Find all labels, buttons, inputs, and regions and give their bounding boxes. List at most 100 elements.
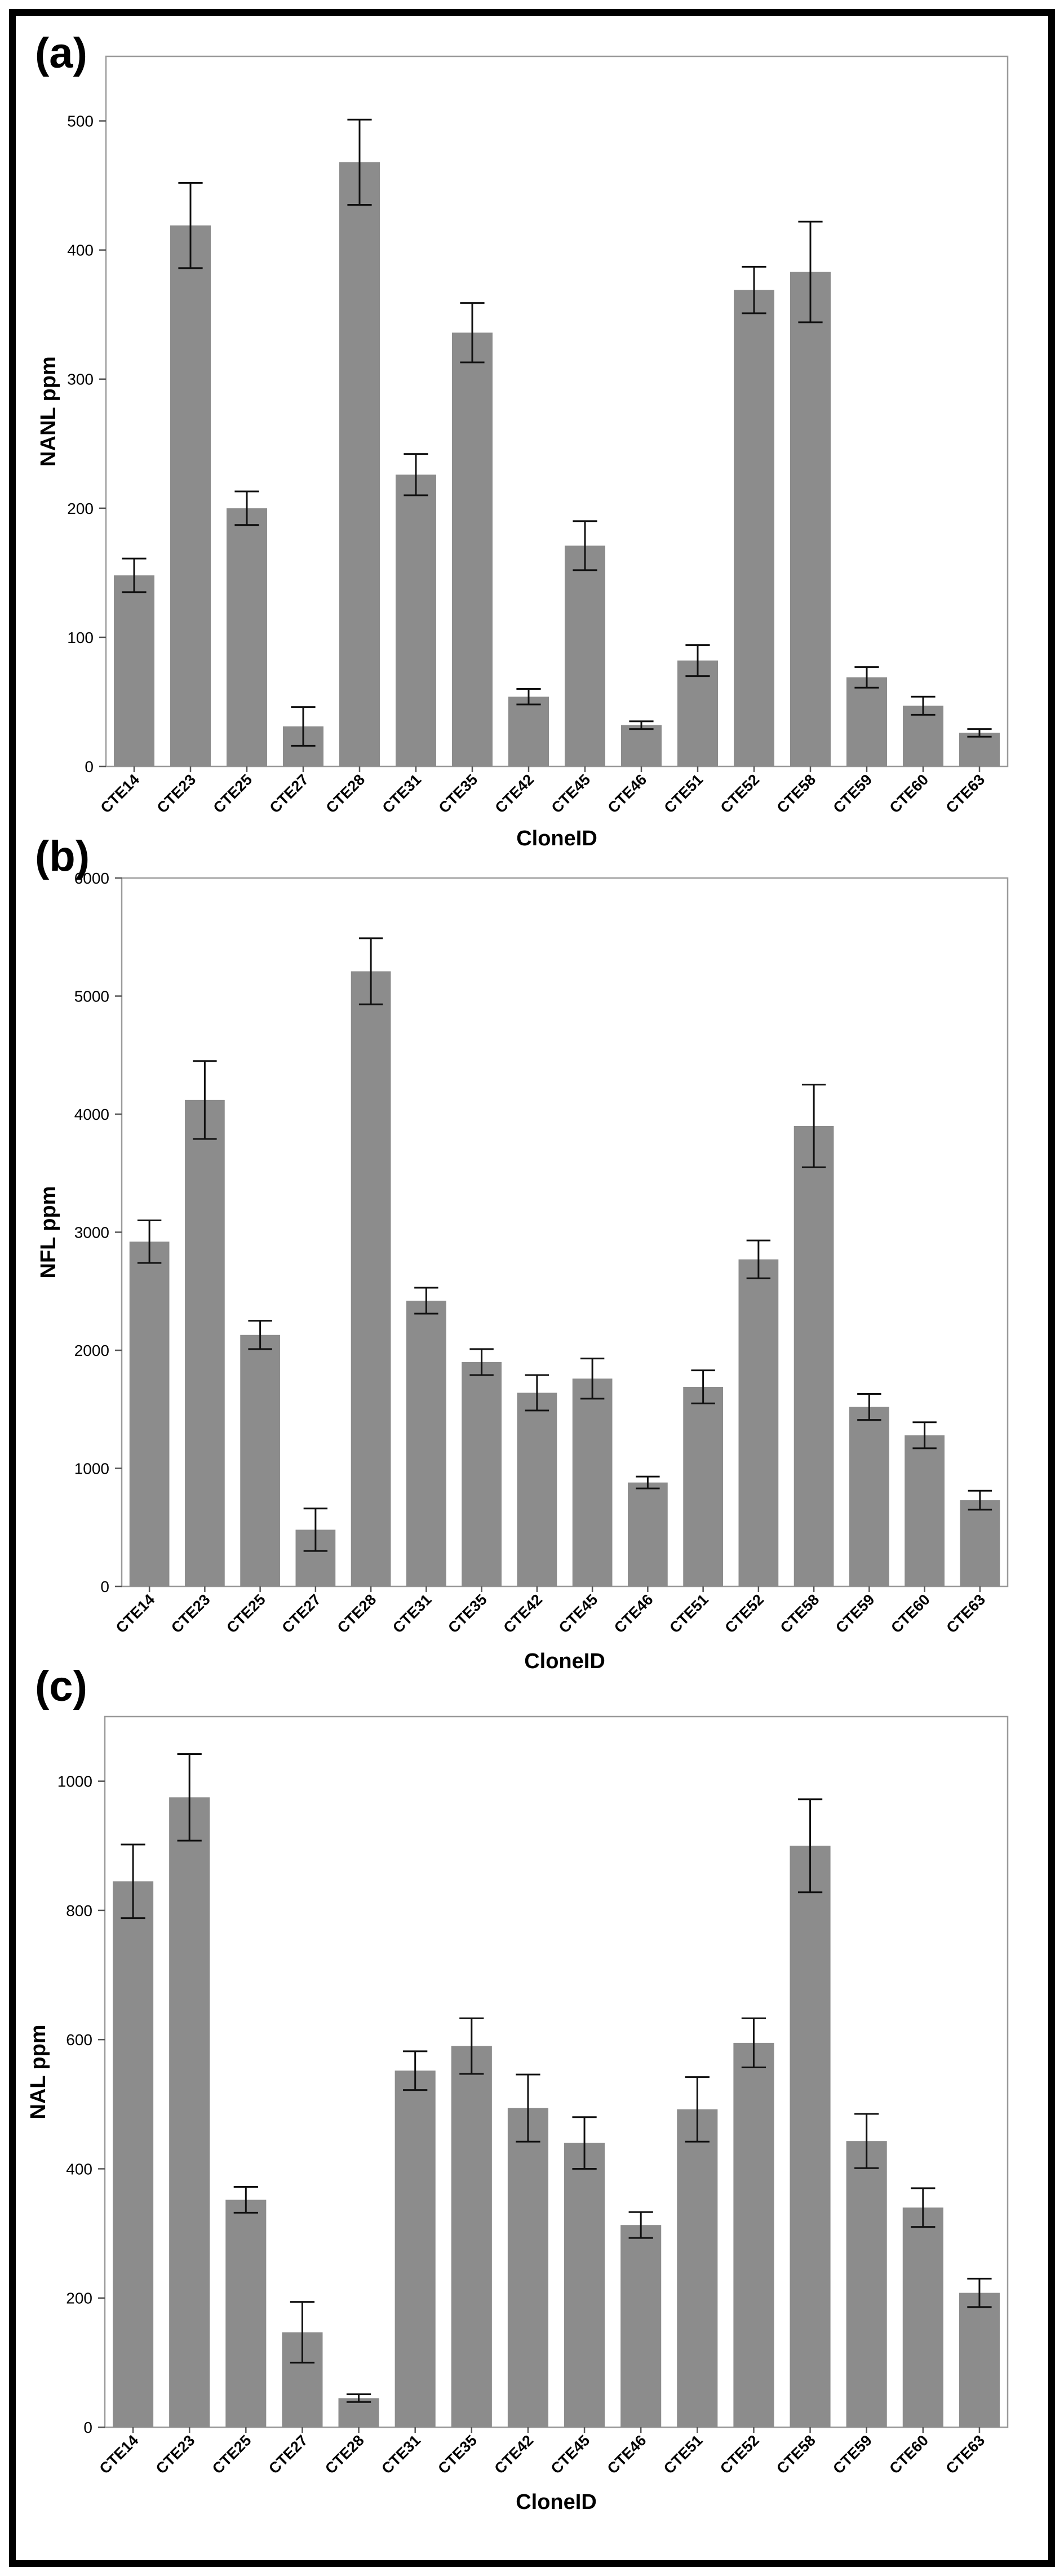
panel-label: (c) — [35, 1662, 87, 1710]
bar-cte52 — [734, 290, 774, 766]
y-axis-label: NFL ppm — [37, 1186, 60, 1279]
y-tick-label: 5000 — [74, 988, 109, 1005]
x-tick-label: CTE25 — [209, 2432, 255, 2477]
x-tick-label: CTE28 — [322, 2432, 367, 2477]
y-tick-label: 200 — [66, 2290, 92, 2307]
bar-cte23 — [170, 225, 211, 766]
bar-cte25 — [225, 2200, 267, 2427]
x-tick-label: CTE23 — [154, 771, 200, 817]
y-tick-label: 400 — [67, 242, 94, 259]
chart-panel-2: (b) 0 1000 2000 3000 4000 5000 6000 NFL ppm CTE14… — [35, 832, 1009, 1673]
panel-label: (b) — [35, 832, 90, 880]
x-tick-label: CTE45 — [548, 771, 594, 817]
x-tick-label: CTE42 — [492, 771, 538, 817]
x-tick-label: CTE31 — [389, 1591, 435, 1637]
y-tick-label: 0 — [100, 1578, 109, 1595]
y-tick-label: 0 — [83, 2419, 92, 2436]
bar-cte45 — [564, 2143, 605, 2427]
bar-cte51 — [677, 660, 718, 766]
y-axis-label: NANL ppm — [37, 356, 60, 467]
y-tick-label: 3000 — [74, 1224, 109, 1242]
x-axis-label: CloneID — [516, 827, 597, 850]
y-tick-label: 200 — [67, 500, 94, 517]
x-tick-label: CTE35 — [435, 2432, 480, 2477]
bar-cte42 — [507, 2108, 548, 2427]
x-axis-label: CloneID — [524, 1650, 605, 1673]
x-tick-label: CTE60 — [888, 1591, 933, 1637]
y-axis-label: NAL ppm — [26, 2024, 50, 2119]
y-tick-label: 600 — [66, 2031, 92, 2049]
x-tick-label: CTE27 — [265, 2432, 311, 2477]
x-tick-label: CTE51 — [666, 1591, 712, 1637]
bar-cte31 — [396, 475, 436, 766]
bar-cte59 — [849, 1407, 889, 1586]
bar-cte63 — [960, 1500, 1000, 1586]
x-tick-label: CTE14 — [113, 1591, 158, 1637]
x-tick-label: CTE46 — [605, 771, 650, 817]
x-tick-label: CTE60 — [886, 771, 932, 817]
x-tick-label: CTE27 — [279, 1591, 325, 1637]
x-tick-label: CTE51 — [661, 771, 707, 817]
bar-cte14 — [129, 1242, 170, 1586]
x-tick-label: CTE28 — [334, 1591, 380, 1637]
y-tick-label: 1000 — [74, 1460, 109, 1478]
bar-cte25 — [240, 1334, 280, 1586]
bar-cte46 — [628, 1482, 668, 1586]
bar-cte46 — [621, 725, 662, 766]
bar-cte35 — [462, 1362, 502, 1586]
bar-cte28 — [338, 2398, 379, 2427]
bar-cte31 — [406, 1301, 446, 1586]
x-tick-label: CTE35 — [436, 771, 481, 817]
bar-cte35 — [451, 2046, 492, 2427]
bar-cte58 — [790, 272, 831, 767]
bar-cte23 — [169, 1797, 210, 2427]
x-tick-label: CTE27 — [267, 771, 312, 817]
bar-cte52 — [738, 1259, 779, 1586]
x-tick-label: CTE63 — [943, 771, 988, 817]
bar-cte51 — [677, 2109, 718, 2427]
x-tick-label: CTE14 — [97, 771, 143, 817]
bar-cte63 — [959, 2293, 1000, 2427]
bar-cte14 — [114, 575, 154, 766]
x-tick-label: CTE51 — [660, 2432, 706, 2477]
x-tick-label: CTE60 — [886, 2432, 932, 2477]
x-tick-label: CTE25 — [223, 1591, 269, 1637]
bar-cte35 — [452, 332, 493, 766]
x-tick-label: CTE31 — [378, 2432, 424, 2477]
bar-cte58 — [793, 1125, 834, 1586]
bar-cte28 — [339, 162, 380, 767]
x-tick-label: CTE28 — [323, 771, 369, 817]
outer-frame — [9, 9, 1055, 2567]
bar-cte45 — [565, 546, 605, 766]
y-tick-label: 0 — [85, 758, 94, 775]
x-tick-label: CTE63 — [943, 1591, 989, 1637]
x-tick-label: CTE59 — [830, 771, 876, 817]
bar-cte14 — [113, 1881, 154, 2427]
bar-cte59 — [846, 2141, 887, 2427]
x-tick-label: CTE31 — [379, 771, 425, 817]
bar-cte59 — [846, 677, 887, 766]
x-tick-label: CTE45 — [556, 1591, 601, 1637]
bar-cte46 — [620, 2225, 662, 2427]
x-tick-label: CTE46 — [611, 1591, 657, 1637]
x-tick-label: CTE42 — [491, 2432, 537, 2477]
x-tick-label: CTE52 — [722, 1591, 768, 1637]
bar-cte31 — [394, 2070, 436, 2427]
x-tick-label: CTE23 — [168, 1591, 214, 1637]
y-tick-label: 100 — [67, 629, 94, 646]
x-tick-label: CTE42 — [500, 1591, 546, 1637]
y-tick-label: 6000 — [74, 870, 109, 887]
x-tick-label: CTE63 — [943, 2432, 988, 2477]
x-tick-label: CTE59 — [830, 2432, 875, 2477]
x-axis-label: CloneID — [516, 2490, 597, 2514]
x-tick-label: CTE52 — [717, 771, 763, 817]
bar-cte60 — [902, 2207, 943, 2427]
x-tick-label: CTE58 — [773, 2432, 819, 2477]
x-tick-label: CTE23 — [153, 2432, 198, 2477]
y-tick-label: 400 — [66, 2160, 92, 2178]
bar-cte58 — [790, 1846, 831, 2427]
y-tick-label: 800 — [66, 1902, 92, 1919]
